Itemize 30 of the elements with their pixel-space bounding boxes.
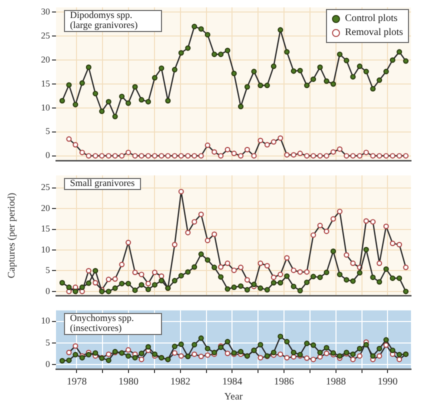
- x-tick-label: 1984: [222, 376, 242, 388]
- y-tick-label: 15: [41, 78, 50, 88]
- y-tick-label: 0: [46, 286, 50, 296]
- x-tick-label: 1978: [66, 376, 87, 388]
- y-tick-label: 20: [41, 202, 50, 213]
- note-box: Onychomys spp. (insectivores): [64, 313, 162, 336]
- y-tick-label: 20: [41, 54, 50, 64]
- x-tick-label: 1988: [326, 376, 346, 388]
- y-tick-label: 25: [41, 182, 50, 192]
- y-tick-label: 5: [46, 265, 50, 276]
- legend-label: Removal plots: [345, 27, 404, 38]
- y-tick-label: 15: [41, 224, 50, 234]
- x-tick-label: 1986: [274, 376, 294, 388]
- note-box: Small granivores: [64, 178, 141, 190]
- x-tick-label: 1982: [170, 376, 190, 388]
- y-tick-label: 0: [46, 359, 50, 370]
- note-box: Dipodomys spp. (large granivores): [64, 10, 162, 32]
- y-tick-label: 10: [41, 102, 50, 112]
- legend-label: Control plots: [345, 13, 398, 24]
- x-tick-label: 1990: [378, 376, 398, 388]
- y-tick-label: 10: [41, 316, 50, 326]
- y-tick-label: 0: [46, 150, 50, 160]
- x-axis-title: Year: [224, 392, 244, 403]
- x-tick-label: 1980: [118, 376, 139, 388]
- y-tick-label: 30: [41, 6, 50, 17]
- y-axis-title: Captures (per period): [6, 192, 18, 278]
- y-tick-label: 25: [41, 30, 50, 40]
- y-tick-label: 5: [46, 126, 50, 136]
- y-tick-label: 10: [41, 244, 50, 254]
- y-tick-label: 5: [46, 337, 50, 348]
